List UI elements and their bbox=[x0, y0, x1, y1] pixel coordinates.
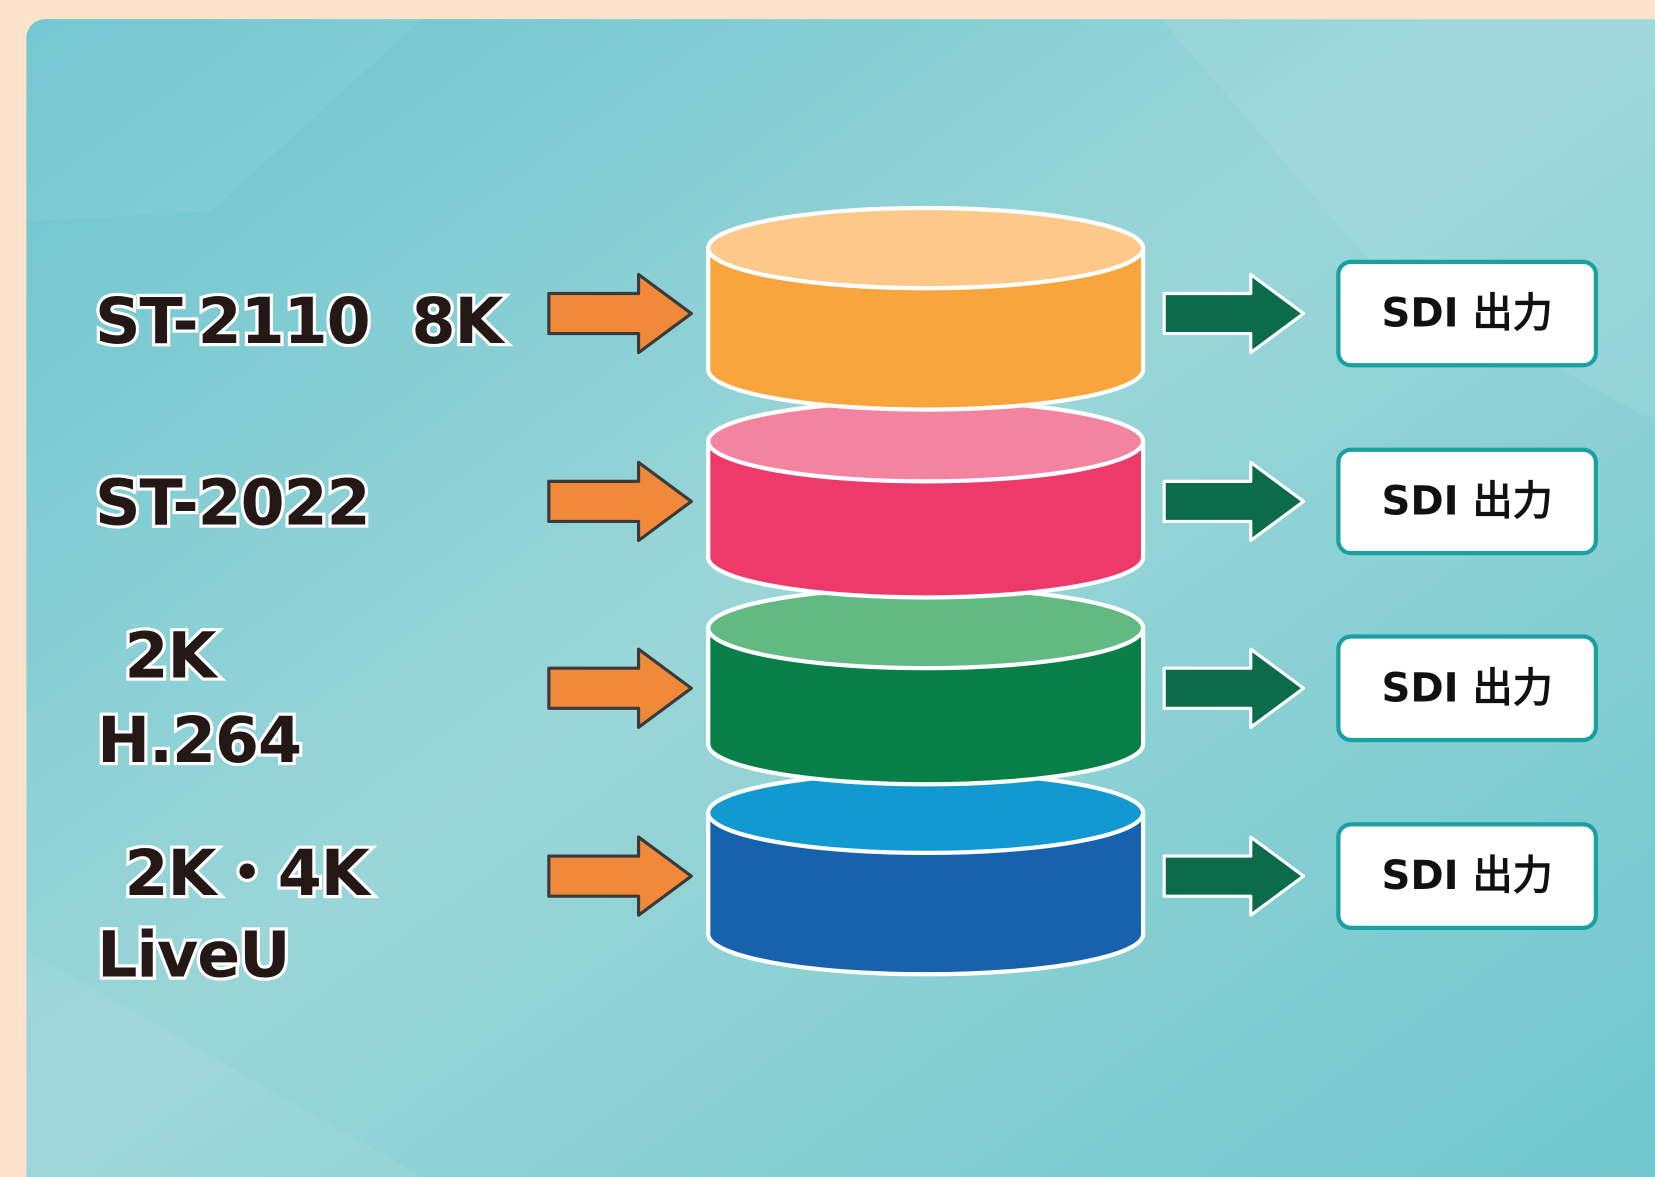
cylinder-top bbox=[708, 208, 1143, 288]
output-label: SDI 出力 bbox=[1382, 479, 1553, 525]
page: {"rows": [ {"input": ["ST-2110 8K"], "ou… bbox=[0, 0, 1655, 1177]
output-label: SDI 出力 bbox=[1382, 665, 1553, 711]
diagram: ST-2110 8K SDI 出力 ST-2022 SDI 出力 2K H.264 SDI … bbox=[0, 0, 1655, 1177]
cylinder bbox=[708, 588, 1143, 784]
output-label: SDI 出力 bbox=[1382, 853, 1553, 899]
input-label: H.264 bbox=[97, 703, 301, 777]
output-label: SDI 出力 bbox=[1382, 291, 1553, 337]
cylinder-top bbox=[708, 401, 1143, 481]
cylinder bbox=[708, 208, 1143, 410]
cylinder bbox=[708, 773, 1143, 975]
input-label: ST-2110 8K bbox=[95, 284, 506, 358]
input-label: 2K・4K bbox=[125, 836, 372, 910]
input-label: ST-2022 bbox=[95, 466, 370, 540]
input-label: 2K bbox=[125, 619, 219, 693]
cylinder-top bbox=[708, 588, 1143, 668]
input-label: LiveU bbox=[97, 917, 289, 991]
cylinder bbox=[708, 401, 1143, 597]
